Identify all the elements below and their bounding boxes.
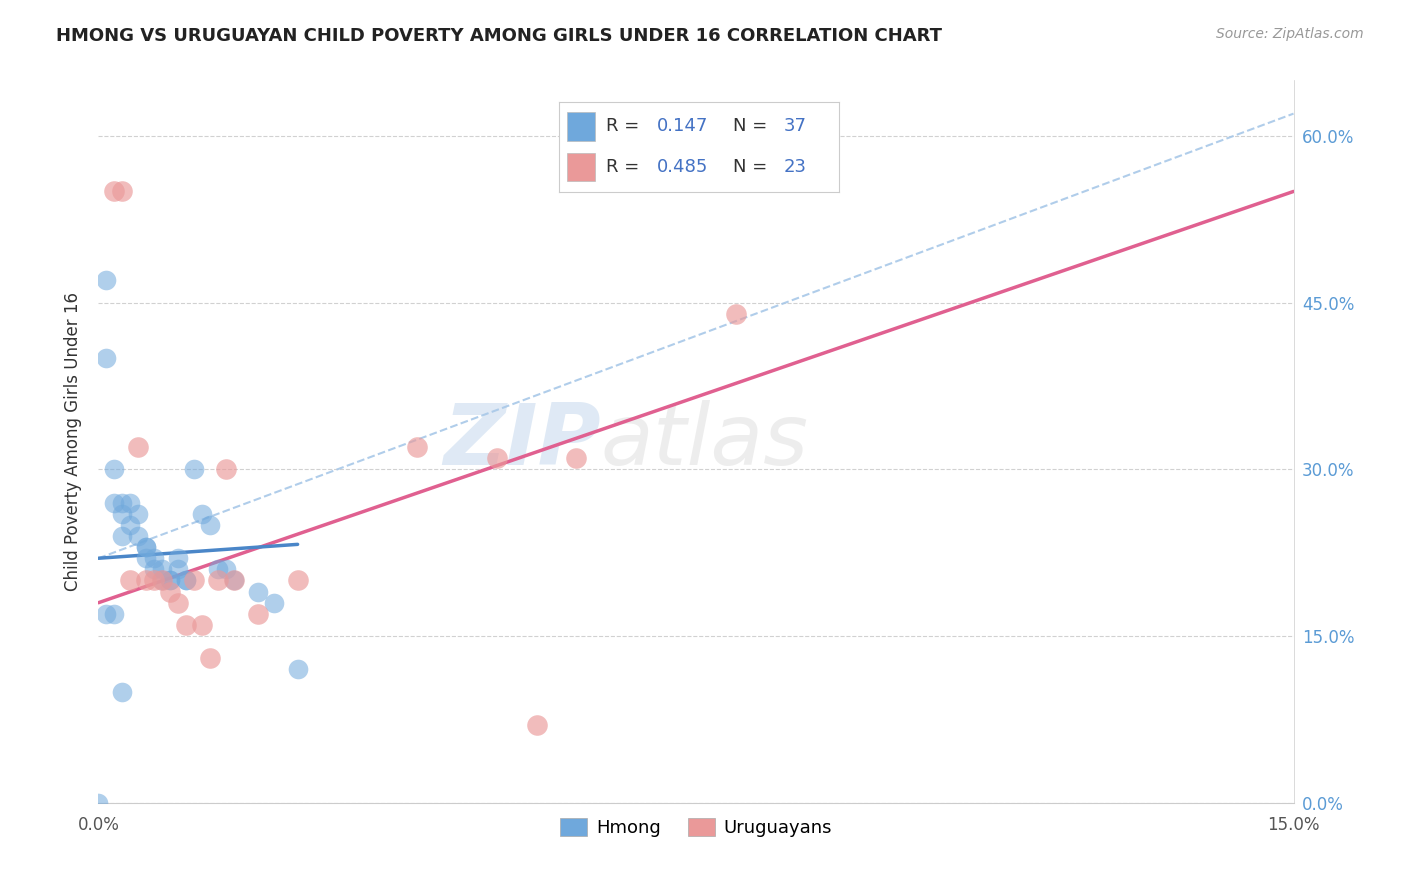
Point: [103, 462, 125, 476]
Point: [222, 574, 245, 588]
Point: [167, 562, 190, 576]
Point: [167, 551, 190, 566]
Point: [159, 574, 181, 588]
Point: [406, 440, 429, 454]
Point: [183, 462, 205, 476]
Y-axis label: Child Poverty Among Girls Under 16: Child Poverty Among Girls Under 16: [63, 292, 82, 591]
Point: [120, 517, 142, 532]
Point: [174, 618, 197, 632]
Point: [159, 574, 181, 588]
Point: [287, 574, 309, 588]
Point: [127, 529, 149, 543]
Point: [96, 273, 118, 287]
Point: [103, 185, 125, 199]
Point: [111, 185, 134, 199]
Point: [111, 529, 134, 543]
Point: [111, 496, 134, 510]
Point: [135, 540, 157, 554]
Point: [222, 574, 245, 588]
Point: [191, 507, 214, 521]
Point: [103, 607, 125, 621]
Point: [111, 507, 134, 521]
Point: [143, 574, 166, 588]
Point: [287, 662, 309, 676]
Point: [207, 574, 229, 588]
Text: ZIP: ZIP: [443, 400, 600, 483]
Point: [87, 796, 110, 810]
Point: [150, 562, 173, 576]
Point: [198, 651, 221, 665]
Point: [135, 574, 157, 588]
Point: [565, 451, 588, 466]
Point: [526, 718, 548, 732]
Point: [143, 562, 166, 576]
Point: [246, 584, 269, 599]
Point: [111, 684, 134, 698]
Point: [120, 574, 142, 588]
Point: [167, 596, 190, 610]
Point: [127, 440, 149, 454]
Point: [135, 551, 157, 566]
Legend: Hmong, Uruguayans: Hmong, Uruguayans: [553, 811, 839, 845]
Point: [215, 562, 238, 576]
Point: [215, 462, 238, 476]
Point: [150, 574, 173, 588]
Point: [96, 607, 118, 621]
Point: [159, 584, 181, 599]
Point: [191, 618, 214, 632]
Point: [127, 507, 149, 521]
Point: [103, 496, 125, 510]
Point: [143, 551, 166, 566]
Text: HMONG VS URUGUAYAN CHILD POVERTY AMONG GIRLS UNDER 16 CORRELATION CHART: HMONG VS URUGUAYAN CHILD POVERTY AMONG G…: [56, 27, 942, 45]
Point: [135, 540, 157, 554]
Text: atlas: atlas: [600, 400, 808, 483]
Point: [198, 517, 221, 532]
Point: [485, 451, 508, 466]
Point: [724, 307, 747, 321]
Point: [120, 496, 142, 510]
Point: [96, 351, 118, 366]
Point: [174, 574, 197, 588]
Point: [246, 607, 269, 621]
Point: [174, 574, 197, 588]
Text: Source: ZipAtlas.com: Source: ZipAtlas.com: [1216, 27, 1364, 41]
Point: [207, 562, 229, 576]
Point: [150, 574, 173, 588]
Point: [263, 596, 285, 610]
Point: [183, 574, 205, 588]
